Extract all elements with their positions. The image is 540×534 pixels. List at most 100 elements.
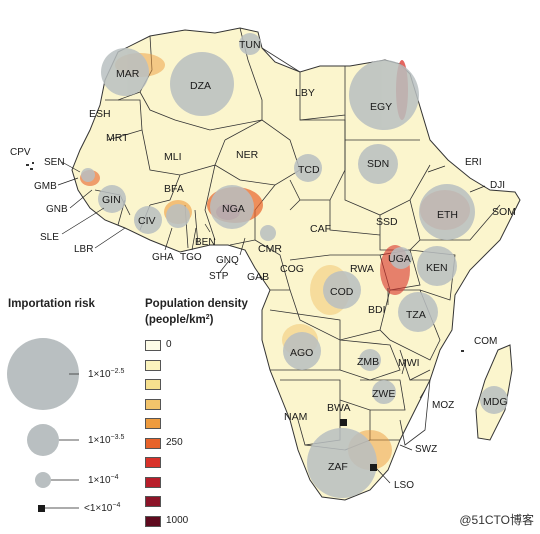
label-sen: SEN (44, 157, 65, 168)
label-nam: NAM (284, 411, 307, 423)
risk-circle-nga (210, 185, 254, 229)
label-dza: DZA (190, 80, 211, 92)
label-gab: GAB (247, 271, 269, 283)
risk-legend-symbols (7, 338, 79, 512)
label-cmr: CMR (258, 243, 282, 255)
label-moz: MOZ (432, 400, 454, 411)
label-nga: NGA (222, 203, 245, 215)
density-swatch (145, 379, 161, 390)
importation-risk-title: Importation risk (8, 298, 95, 310)
label-bfa: BFA (164, 183, 184, 195)
density-swatch (145, 340, 161, 351)
label-mwi: MWI (398, 357, 420, 369)
density-swatch-label: 1000 (166, 514, 189, 526)
label-gin: GIN (102, 194, 121, 206)
label-swz: SWZ (415, 444, 437, 455)
risk-legend-label-4: <1×10−4 (84, 502, 121, 514)
risk-circle-eth (419, 184, 475, 240)
label-stp: STP (209, 271, 229, 282)
risk-legend-circle-medium (27, 424, 59, 456)
population-density-title: Population density (people/km2) (145, 298, 248, 326)
label-mli: MLI (164, 151, 182, 163)
label-gnb: GNB (46, 204, 68, 215)
density-swatch (145, 515, 161, 527)
risk-legend-label-3: 1×10−4 (88, 474, 119, 486)
risk-circle-dza (170, 52, 234, 116)
label-ssd: SSD (376, 216, 398, 228)
label-zaf: ZAF (328, 461, 348, 473)
marker-lso (370, 464, 377, 471)
label-cod: COD (330, 286, 354, 298)
label-cpv: CPV (10, 147, 31, 158)
label-ago: AGO (290, 347, 313, 359)
label-lso: LSO (394, 480, 414, 491)
label-mar: MAR (116, 68, 140, 80)
density-swatch-label: 0 (166, 339, 172, 350)
label-civ: CIV (138, 215, 156, 227)
density-swatch-label: 250 (166, 436, 183, 448)
label-com: COM (474, 336, 497, 347)
label-zwe: ZWE (372, 388, 395, 400)
risk-circle-zwe (372, 380, 396, 404)
label-tun: TUN (239, 39, 261, 51)
label-bdi: BDI (368, 304, 386, 316)
label-eri: ERI (465, 157, 482, 168)
africa-landmass (71, 27, 521, 501)
label-sle: SLE (40, 232, 59, 243)
label-som: SOM (492, 206, 516, 218)
label-uga: UGA (388, 253, 411, 265)
risk-circle-sdn (358, 144, 398, 184)
density-swatch (145, 398, 161, 410)
label-rwa: RWA (350, 263, 374, 275)
cpv-islands (26, 162, 34, 170)
risk-circle-zaf (307, 428, 377, 498)
risk-circle-tcd (294, 154, 322, 182)
label-gha: GHA (152, 252, 174, 263)
risk-circle-egy (349, 60, 419, 130)
risk-legend-label-2: 1×10−3.5 (88, 434, 125, 446)
risk-circle-tza (398, 292, 438, 332)
label-zmb: ZMB (357, 356, 379, 368)
risk-circle-gin (98, 185, 126, 213)
label-lbr: LBR (74, 244, 93, 255)
risk-circle-sen (81, 168, 95, 182)
risk-circle-mdg (480, 386, 508, 414)
label-caf: CAF (310, 223, 331, 235)
density-swatch (145, 437, 161, 449)
density-swatch (145, 476, 161, 488)
marker-bwa (340, 419, 347, 426)
label-mdg: MDG (483, 396, 508, 408)
label-eth: ETH (437, 209, 458, 221)
density-swatch (145, 418, 161, 429)
com-islands (461, 350, 464, 352)
density-swatch (145, 457, 161, 468)
risk-circle-zmb (359, 349, 381, 371)
label-lby: LBY (295, 87, 315, 99)
label-tcd: TCD (298, 164, 320, 176)
risk-circle-cod (323, 271, 361, 309)
label-gmb: GMB (34, 181, 57, 192)
label-esh: ESH (89, 108, 111, 120)
risk-circle-mar (101, 48, 149, 96)
label-mrt: MRT (106, 132, 129, 144)
risk-legend-label-1: 1×10−2.5 (88, 368, 125, 380)
label-cog: COG (280, 263, 304, 275)
label-tza: TZA (406, 309, 426, 321)
label-dji: DJI (490, 180, 505, 191)
label-egy: EGY (370, 101, 392, 113)
label-ner: NER (236, 149, 259, 161)
country-labels: MAR DZA TUN LBY EGY ESH MRT MLI NER TCD … (10, 39, 516, 491)
leader-lines (57, 161, 486, 484)
label-bwa: BWA (327, 402, 351, 414)
label-sdn: SDN (367, 158, 389, 170)
risk-circle-cmr (260, 225, 276, 241)
label-gnq: GNQ (216, 255, 239, 266)
risk-legend-circle-small (35, 472, 51, 488)
label-ken: KEN (426, 262, 448, 274)
risk-circles (81, 33, 508, 498)
density-swatch (145, 359, 161, 371)
label-ben: BEN (195, 237, 216, 248)
risk-circle-uga (390, 247, 412, 269)
watermark-text: @51CTO博客 (459, 513, 534, 527)
risk-circle-ago (283, 332, 321, 370)
